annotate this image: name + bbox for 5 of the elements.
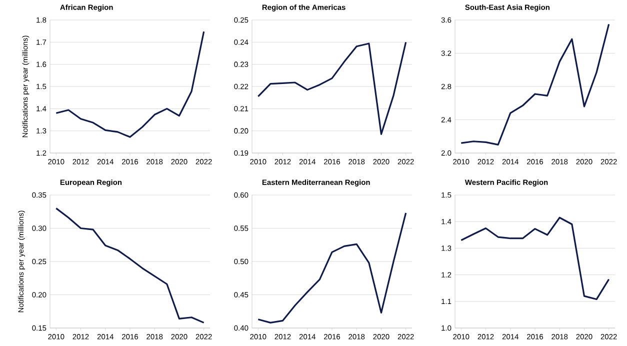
line-series — [257, 212, 407, 324]
line-series — [55, 30, 205, 138]
line-series — [460, 23, 610, 146]
line-series — [257, 41, 407, 135]
line-series — [460, 216, 610, 300]
